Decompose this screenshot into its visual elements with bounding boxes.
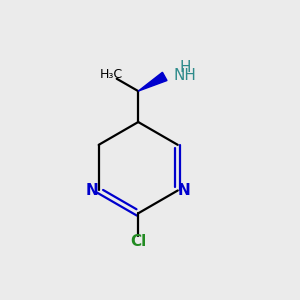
Text: N: N bbox=[178, 183, 190, 198]
Polygon shape bbox=[138, 72, 167, 91]
Text: Cl: Cl bbox=[130, 234, 146, 249]
Text: NH: NH bbox=[174, 68, 196, 83]
Text: H: H bbox=[180, 60, 191, 75]
Text: N: N bbox=[86, 183, 99, 198]
Text: H₃C: H₃C bbox=[99, 68, 122, 81]
